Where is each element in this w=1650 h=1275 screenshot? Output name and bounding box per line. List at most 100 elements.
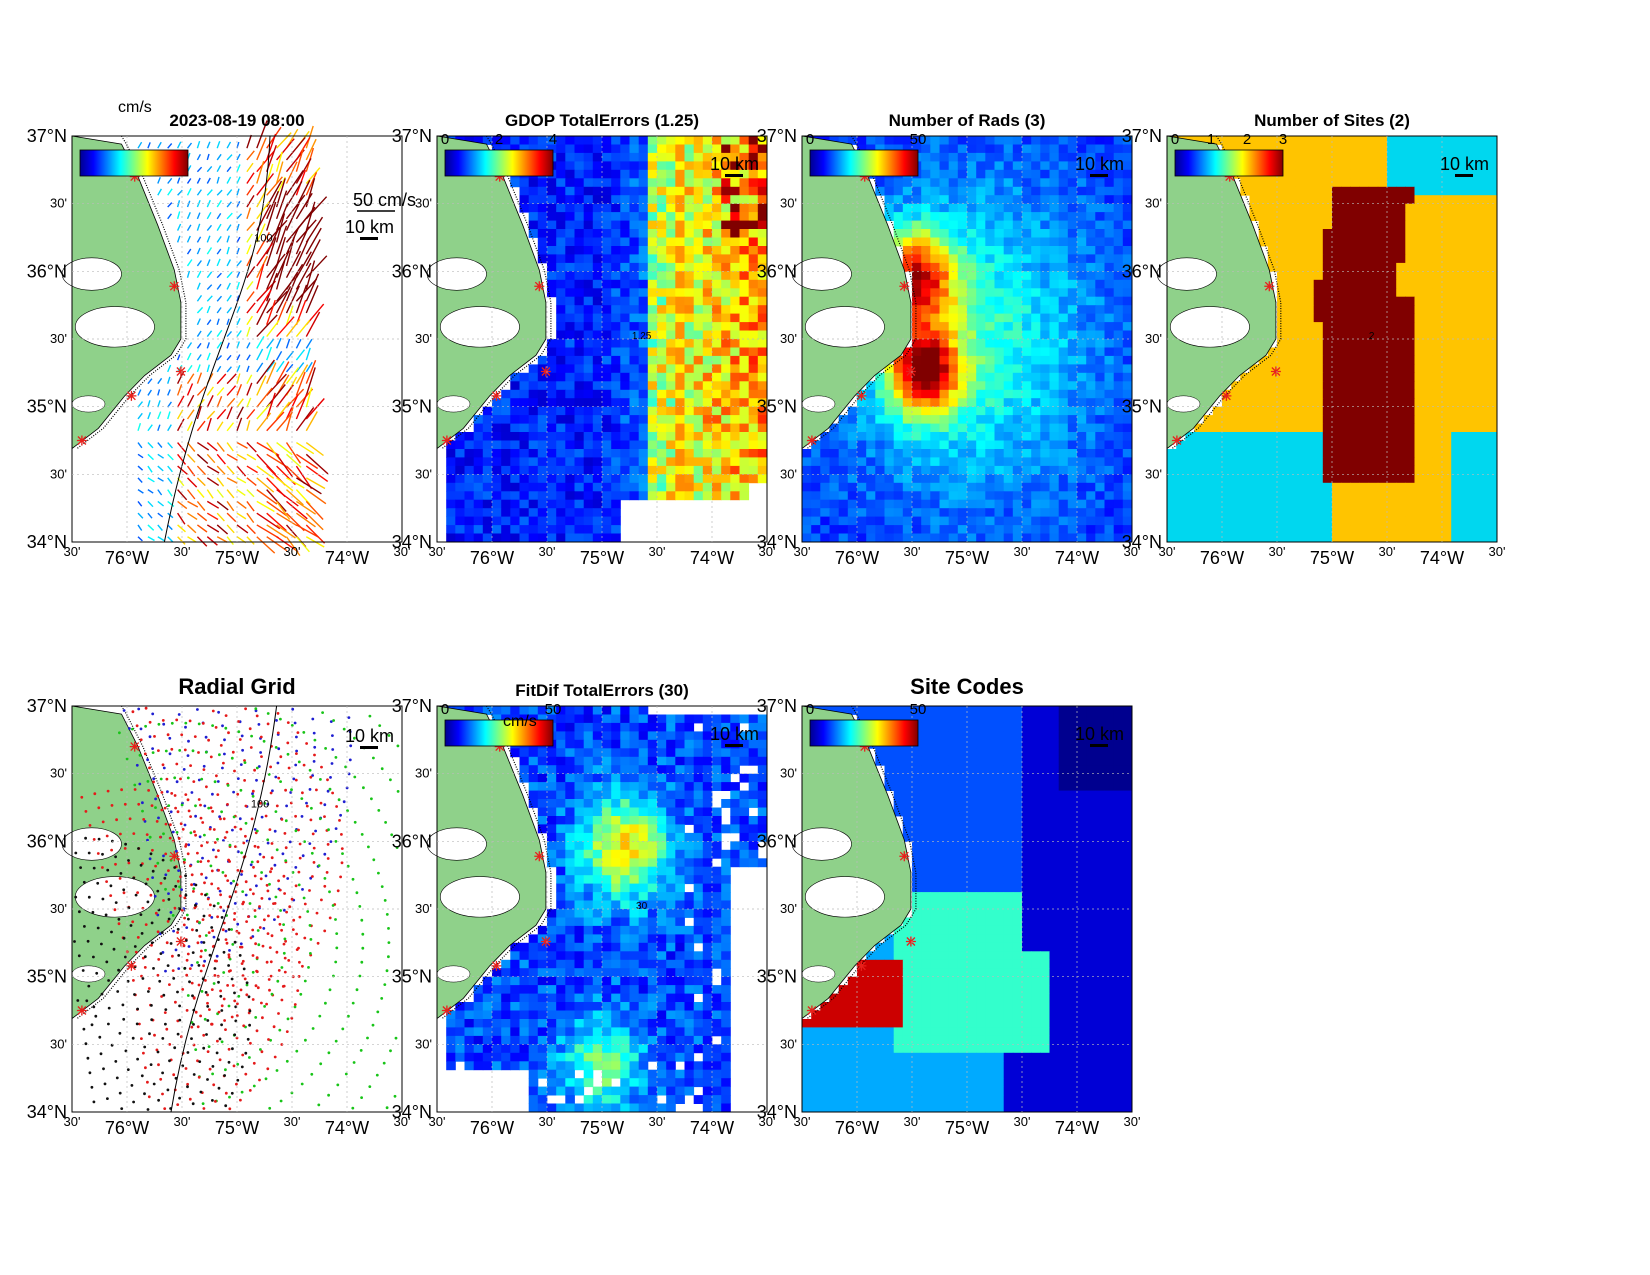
heatmap-cell: [602, 347, 612, 357]
heatmap-cell: [1249, 364, 1260, 374]
heatmap-cell: [1176, 457, 1186, 467]
radial-grid-point: [139, 727, 143, 731]
heatmap-cell: [1423, 330, 1434, 340]
vector-arrow: [295, 393, 308, 420]
heatmap-cell: [1286, 482, 1296, 492]
heatmap-cell: [638, 330, 649, 340]
heatmap-cell: [1332, 415, 1342, 424]
heatmap-cell: [930, 313, 940, 323]
heatmap-cell: [976, 432, 986, 441]
heatmap-cell: [967, 440, 977, 450]
heatmap-cell: [1104, 229, 1115, 238]
heatmap-cell: [592, 364, 603, 374]
vector-arrow: [276, 138, 295, 161]
heatmap-cell: [492, 508, 502, 518]
heatmap-cell: [565, 237, 575, 247]
heatmap-cell: [739, 212, 750, 221]
vector-arrow: [256, 298, 271, 326]
heatmap-cell: [583, 398, 594, 408]
heatmap-cell: [1332, 161, 1342, 171]
heatmap-cell: [629, 313, 640, 323]
heatmap-cell: [657, 254, 667, 264]
heatmap-cell: [1487, 508, 1498, 518]
heatmap-cell: [1469, 457, 1480, 467]
heatmap-cell: [1295, 288, 1305, 298]
heatmap-cell: [464, 499, 475, 509]
heatmap-cell: [994, 381, 1005, 391]
heatmap-cell: [1222, 406, 1232, 416]
heatmap-cell: [912, 186, 922, 196]
heatmap-cell: [1451, 186, 1461, 196]
heatmap-cell: [1277, 372, 1287, 382]
heatmap-cell: [1295, 482, 1305, 492]
heatmap-cell: [1368, 220, 1379, 230]
heatmap-cell: [583, 271, 594, 281]
heatmap-cell: [1341, 237, 1351, 247]
heatmap-cell: [1077, 516, 1087, 526]
heatmap-cell: [1113, 406, 1124, 416]
heatmap-cell: [1104, 254, 1115, 264]
vector-arrow: [226, 224, 232, 231]
heatmap-cell: [565, 229, 575, 238]
heatmap-cell: [1469, 398, 1480, 408]
heatmap-cell: [1077, 330, 1087, 340]
heatmap-cell: [1113, 178, 1124, 188]
heatmap-cell: [712, 203, 722, 213]
vector-arrow: [216, 524, 229, 535]
heatmap-cell: [1332, 203, 1342, 213]
heatmap-cell: [1368, 246, 1379, 255]
heatmap-cell: [1341, 144, 1351, 154]
vector-arrow: [206, 153, 210, 161]
heatmap-cell: [611, 406, 621, 416]
vector-arrow: [266, 489, 287, 512]
vector-arrow: [236, 512, 247, 520]
heatmap-cell: [1113, 533, 1124, 543]
vector-arrow: [186, 178, 192, 184]
heatmap-cell: [666, 144, 676, 154]
vector-arrow: [216, 500, 229, 511]
heatmap-cell: [957, 296, 968, 306]
heatmap-cell: [1341, 465, 1351, 475]
heatmap-cell: [1332, 152, 1342, 162]
heatmap-cell: [1095, 406, 1105, 416]
heatmap-cell: [976, 288, 986, 298]
heatmap-cell: [1423, 347, 1434, 357]
heatmap-cell: [1396, 457, 1406, 467]
heatmap-cell: [1067, 406, 1078, 416]
heatmap-cell: [1113, 449, 1124, 458]
heatmap-cell: [1031, 389, 1041, 399]
heatmap-cell: [602, 398, 612, 408]
heatmap-cell: [1086, 533, 1096, 543]
heatmap-cell: [1460, 152, 1470, 162]
heatmap-cell: [1003, 474, 1014, 484]
vector-arrow: [186, 373, 195, 385]
heatmap-cell: [802, 491, 812, 501]
vector-arrow: [276, 500, 291, 520]
heatmap-cell: [893, 237, 904, 247]
heatmap-cell: [1368, 449, 1379, 458]
vector-arrow: [147, 378, 153, 385]
heatmap-cell: [592, 525, 603, 534]
heatmap-cell: [857, 525, 867, 534]
heatmap-cell: [647, 178, 658, 188]
heatmap-cell: [893, 186, 904, 196]
heatmap-cell: [675, 220, 685, 230]
heatmap-cell: [1286, 508, 1296, 518]
heatmap-cell: [1049, 482, 1060, 492]
heatmap-cell: [611, 499, 621, 509]
heatmap-cell: [1341, 178, 1351, 188]
heatmap-cell: [537, 372, 548, 382]
heatmap-cell: [1122, 271, 1133, 281]
heatmap-cell: [994, 178, 1005, 188]
heatmap-cell: [684, 457, 695, 467]
heatmap-cell: [748, 271, 759, 281]
heatmap-cell: [1040, 516, 1050, 526]
heatmap-cell: [647, 381, 658, 391]
heatmap-cell: [1113, 389, 1124, 399]
heatmap-cell: [574, 457, 585, 467]
heatmap-cell: [712, 491, 722, 501]
heatmap-cell: [620, 203, 630, 213]
heatmap-cell: [1295, 220, 1305, 230]
heatmap-cell: [1212, 415, 1223, 424]
heatmap-cell: [611, 305, 621, 315]
